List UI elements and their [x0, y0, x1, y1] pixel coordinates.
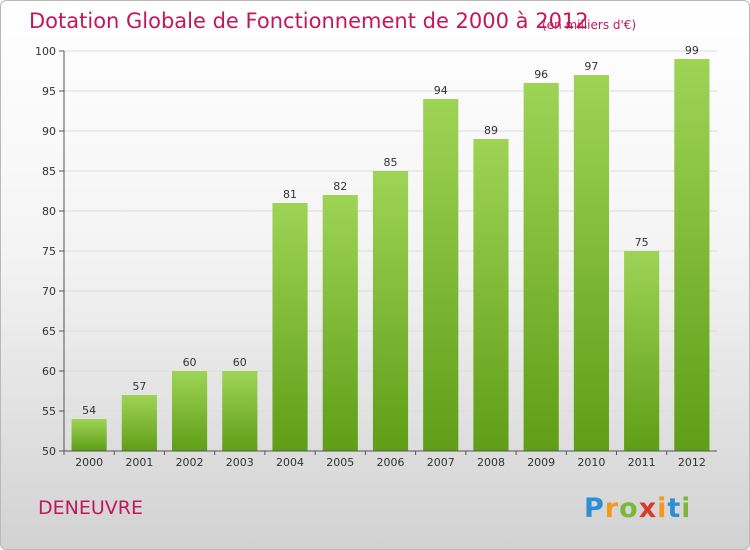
y-tick-label: 95	[42, 85, 56, 98]
bar-2004	[272, 203, 308, 451]
data-label-2001: 57	[132, 380, 146, 393]
data-label-2012: 99	[685, 44, 699, 57]
data-label-2003: 60	[233, 356, 247, 369]
y-tick-label: 75	[42, 245, 56, 258]
x-tick-label-2009: 2009	[527, 456, 555, 469]
bar-2011	[624, 251, 660, 451]
bar-2012	[674, 59, 710, 451]
y-tick-label: 90	[42, 125, 56, 138]
bar-2001	[121, 395, 157, 451]
x-tick-label-2003: 2003	[226, 456, 254, 469]
x-tick-label-2010: 2010	[577, 456, 605, 469]
y-tick-label: 65	[42, 325, 56, 338]
unit-label: (en milliers d'€)	[542, 18, 637, 32]
bar-2010	[573, 75, 610, 451]
x-tick-label-2000: 2000	[75, 456, 103, 469]
bar-2005	[322, 195, 358, 451]
y-tick-label: 85	[42, 165, 56, 178]
bar-2003	[222, 371, 258, 451]
data-label-2006: 85	[384, 156, 398, 169]
y-tick-label: 55	[42, 405, 56, 418]
x-tick-label-2004: 2004	[276, 456, 304, 469]
svg-text:Proxiti: Proxiti	[584, 493, 688, 524]
y-tick-label: 60	[42, 365, 56, 378]
y-tick-label: 80	[42, 205, 56, 218]
bar-2000	[71, 419, 107, 451]
x-tick-label-2005: 2005	[326, 456, 354, 469]
data-label-2009: 96	[534, 68, 548, 81]
chart-title: Dotation Globale de Fonctionnement de 20…	[29, 9, 589, 33]
x-tick-label-2011: 2011	[628, 456, 656, 469]
x-tick-label-2008: 2008	[477, 456, 505, 469]
bar-2006	[372, 171, 409, 451]
data-label-2000: 54	[82, 404, 96, 417]
data-label-2005: 82	[333, 180, 347, 193]
data-label-2002: 60	[183, 356, 197, 369]
data-label-2007: 94	[434, 84, 448, 97]
x-tick-label-2001: 2001	[125, 456, 153, 469]
commune-name: DENEUVRE	[38, 497, 143, 519]
bar-2002	[171, 371, 208, 451]
y-tick-label: 100	[35, 45, 56, 58]
x-tick-label-2012: 2012	[678, 456, 706, 469]
y-tick-label: 50	[42, 445, 56, 458]
proxiti-logo: Proxiti	[584, 493, 688, 524]
y-tick-label: 70	[42, 285, 56, 298]
x-tick-label-2002: 2002	[176, 456, 204, 469]
data-label-2004: 81	[283, 188, 297, 201]
x-tick-label-2006: 2006	[377, 456, 405, 469]
x-tick-label-2007: 2007	[427, 456, 455, 469]
data-label-2008: 89	[484, 124, 498, 137]
bar-2007	[423, 99, 459, 451]
bar-2008	[473, 139, 509, 451]
bar-2009	[523, 83, 559, 451]
data-label-2010: 97	[584, 60, 598, 73]
data-label-2011: 75	[635, 236, 649, 249]
